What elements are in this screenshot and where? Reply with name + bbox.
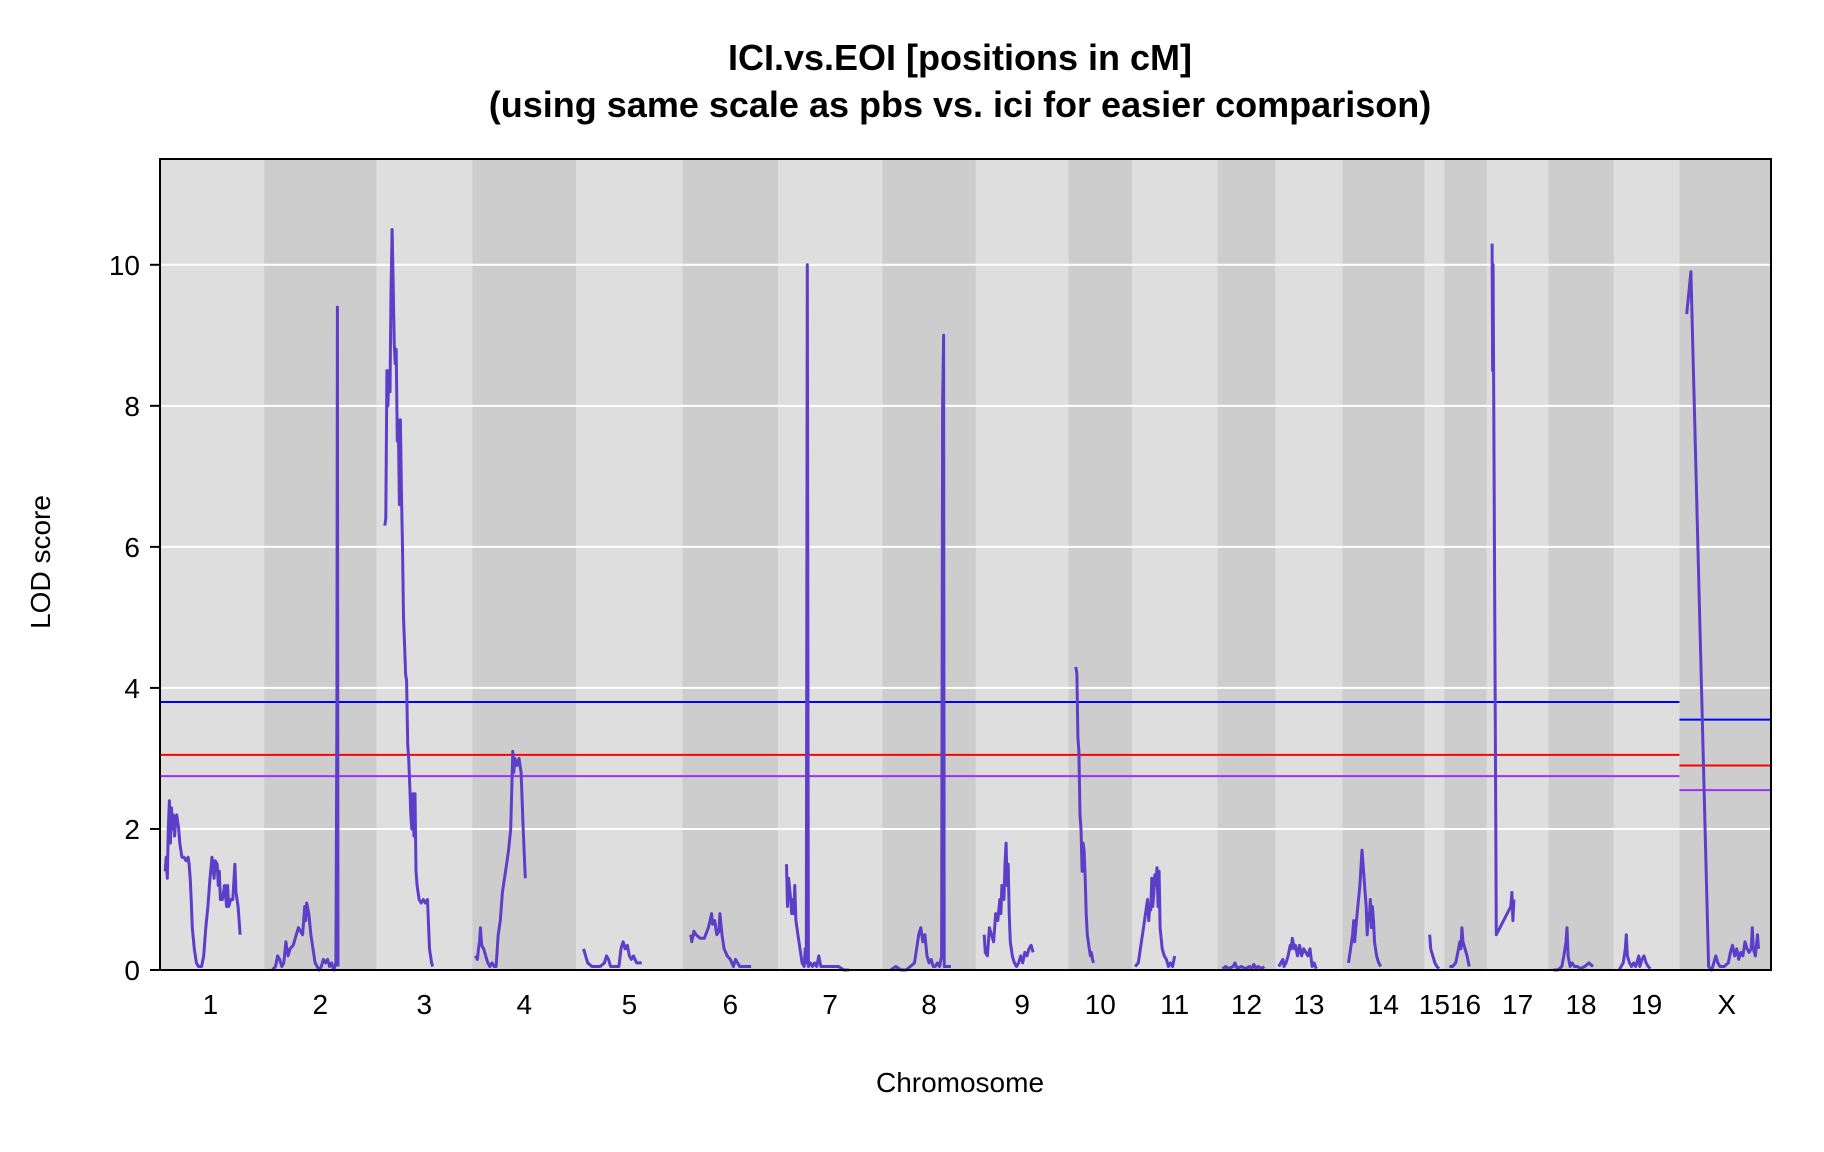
lod-curve-chr-8 [889, 333, 951, 972]
x-tick-label-18: 18 [1565, 989, 1596, 1020]
lod-curve-chr-15 [1428, 934, 1441, 970]
lod-curve-chr-1 [163, 799, 242, 968]
x-tick-label-2: 2 [312, 989, 328, 1020]
chromosome-band-18 [1548, 159, 1614, 970]
lod-curve-chr-9 [982, 841, 1035, 968]
chromosome-band-1 [160, 159, 265, 970]
lod-curve-chr-17 [1490, 243, 1516, 937]
lod-curve-chr-4 [474, 749, 527, 968]
lod-curve-chr-13 [1277, 936, 1318, 970]
chart-subtitle: (using same scale as pbs vs. ici for eas… [489, 84, 1431, 125]
y-tick-label-8: 8 [124, 391, 140, 422]
x-tick-label-7: 7 [822, 989, 838, 1020]
chromosome-band-5 [576, 159, 683, 970]
y-axis-ticks: 0 2 4 6 8 10 [109, 250, 160, 986]
x-axis-ticks: 1 2 3 4 5 6 7 8 9 10 11 12 13 14 15 16 17 18 19 X [203, 989, 1737, 1020]
y-tick-label-6: 6 [124, 532, 140, 563]
chromosome-band-14 [1342, 159, 1425, 970]
x-axis-label: Chromosome [876, 1067, 1044, 1098]
x-tick-label-14: 14 [1368, 989, 1399, 1020]
x-tick-label-10: 10 [1085, 989, 1116, 1020]
y-tick-label-0: 0 [124, 955, 140, 986]
lod-curve-chr-6 [689, 912, 752, 968]
x-tick-label-6: 6 [723, 989, 739, 1020]
y-tick-label-2: 2 [124, 814, 140, 845]
chromosome-band-9 [975, 159, 1069, 970]
lod-curve-chr-19 [1617, 933, 1652, 971]
chromosome-band-11 [1132, 159, 1218, 970]
lod-curve-chr-18 [1553, 926, 1594, 972]
y-axis-label: LOD score [25, 495, 56, 629]
chart-title: ICI.vs.EOI [positions in cM] [728, 37, 1192, 78]
x-tick-label-X: X [1717, 989, 1736, 1020]
chromosome-band-X [1679, 159, 1771, 970]
x-tick-label-19: 19 [1631, 989, 1662, 1020]
x-tick-label-16: 16 [1450, 989, 1481, 1020]
lod-curve-chr-12 [1221, 961, 1266, 971]
x-tick-label-3: 3 [417, 989, 433, 1020]
lod-curve-chr-11 [1133, 866, 1177, 968]
lod-curve-chr-7 [785, 263, 849, 972]
y-tick-label-4: 4 [124, 673, 140, 704]
lod-curves [163, 228, 1760, 972]
x-tick-label-8: 8 [921, 989, 937, 1020]
x-tick-label-1: 1 [203, 989, 219, 1020]
chromosome-band-7 [778, 159, 883, 970]
x-tick-label-15: 15 [1419, 989, 1450, 1020]
chromosome-bands [160, 159, 1771, 970]
chromosome-band-6 [682, 159, 779, 970]
chromosome-band-10 [1068, 159, 1133, 970]
chromosome-band-19 [1613, 159, 1680, 970]
plot-frame [159, 158, 1772, 971]
threshold-lines [160, 701, 1771, 792]
chromosome-band-15 [1424, 159, 1445, 970]
chromosome-band-8 [882, 159, 976, 970]
chromosome-band-13 [1275, 159, 1343, 970]
lod-curve-chr-14 [1347, 848, 1383, 968]
x-tick-label-9: 9 [1014, 989, 1030, 1020]
lod-curve-chr-5 [582, 940, 642, 968]
lod-curve-chr-3 [383, 228, 435, 967]
x-tick-label-17: 17 [1502, 989, 1533, 1020]
chromosome-band-2 [264, 159, 377, 970]
x-tick-label-12: 12 [1231, 989, 1262, 1020]
y-tick-label-10: 10 [109, 250, 140, 281]
lod-curve-chr-10 [1074, 666, 1095, 964]
lod-curve-chr-2 [271, 305, 340, 972]
x-tick-label-5: 5 [622, 989, 638, 1020]
lod-curve-chr-X [1685, 270, 1760, 972]
x-tick-label-11: 11 [1160, 989, 1189, 1020]
x-tick-label-13: 13 [1293, 989, 1324, 1020]
grid-lines [160, 263, 1771, 830]
x-tick-label-4: 4 [516, 989, 532, 1020]
chromosome-band-12 [1217, 159, 1276, 970]
lod-curve-chr-16 [1449, 926, 1471, 968]
chromosome-band-16 [1444, 159, 1487, 970]
